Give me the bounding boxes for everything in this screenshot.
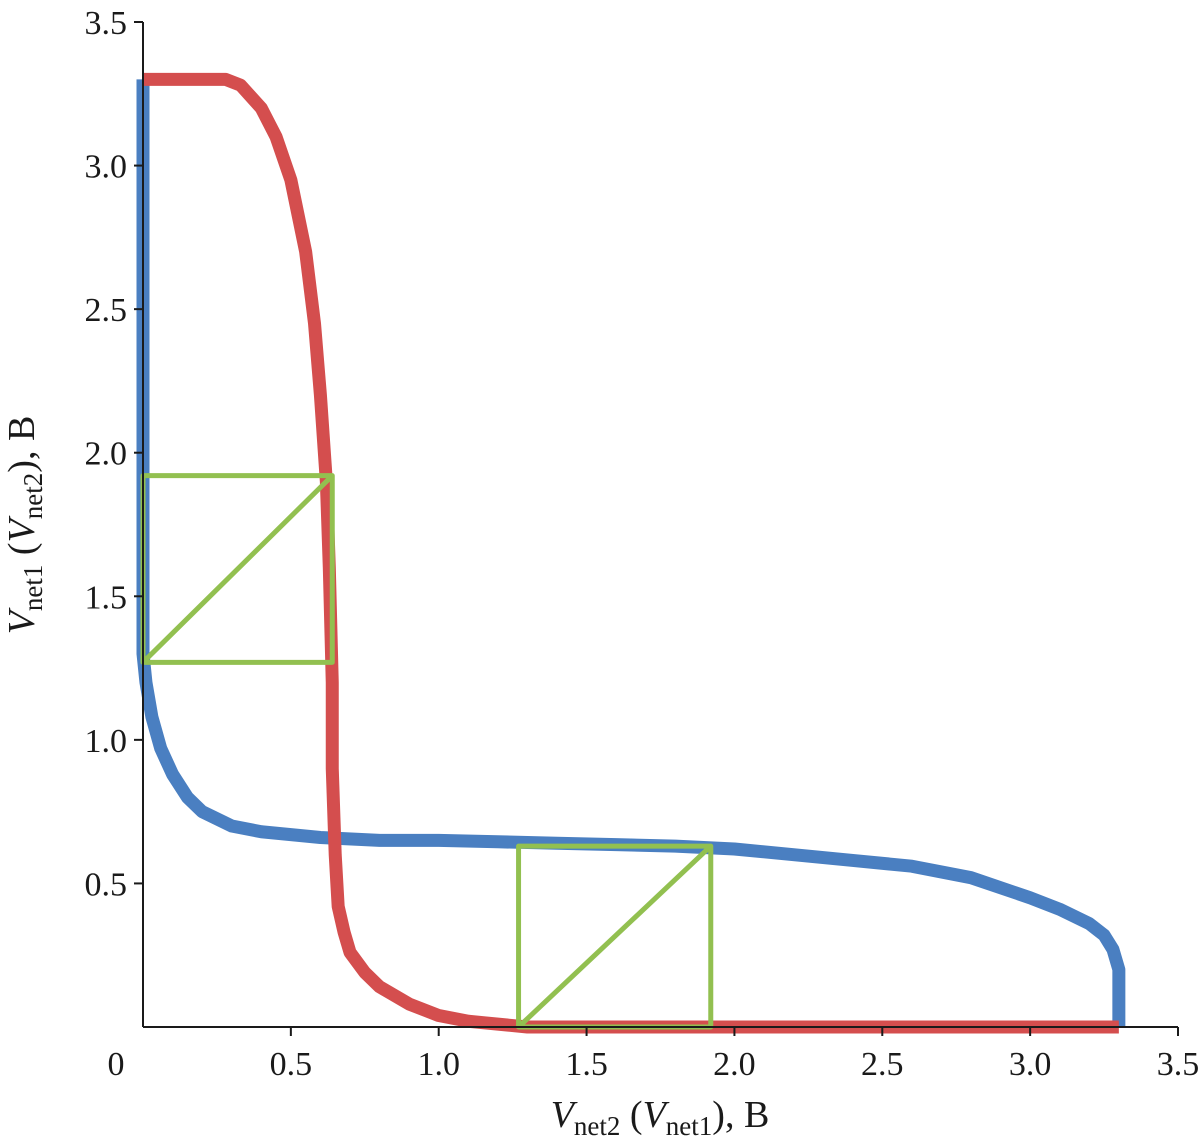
y-tick-label: 2.5	[85, 292, 128, 329]
series-line-green-box-upper	[140, 473, 335, 665]
axes	[142, 22, 1178, 1028]
x-tick-label: 0.5	[270, 1046, 313, 1083]
y-tick-label: 1.0	[85, 723, 128, 760]
ticks: 0 0.5 1.0 1.5 2.0 2.5 3.0 3.5 0.5 1.0 1.5 2.0 2.5 3.0…	[85, 5, 1200, 1083]
y-axis-label: Vnet1 (Vnet2), B	[1, 416, 48, 635]
y-tick-label: 3.0	[85, 149, 128, 186]
plot-series	[136, 72, 1126, 1034]
x-tick-label: 2.5	[861, 1046, 904, 1083]
x-tick-label: 2.0	[713, 1046, 756, 1083]
x-axis-label: Vnet2 (Vnet1), B	[551, 1094, 770, 1141]
x-tick-label: 0	[108, 1046, 125, 1083]
x-tick-label: 1.5	[565, 1046, 608, 1083]
y-tick-label: 1.5	[85, 579, 128, 616]
y-tick-label: 3.5	[85, 5, 128, 42]
x-tick-label: 3.5	[1157, 1046, 1200, 1083]
y-tick-label: 0.5	[85, 866, 128, 903]
x-tick-label: 3.0	[1009, 1046, 1052, 1083]
series-line-green-box-lower	[516, 843, 714, 1030]
x-tick-label: 1.0	[417, 1046, 460, 1083]
series-line-blue	[136, 79, 1126, 1027]
y-tick-label: 2.0	[85, 436, 128, 473]
